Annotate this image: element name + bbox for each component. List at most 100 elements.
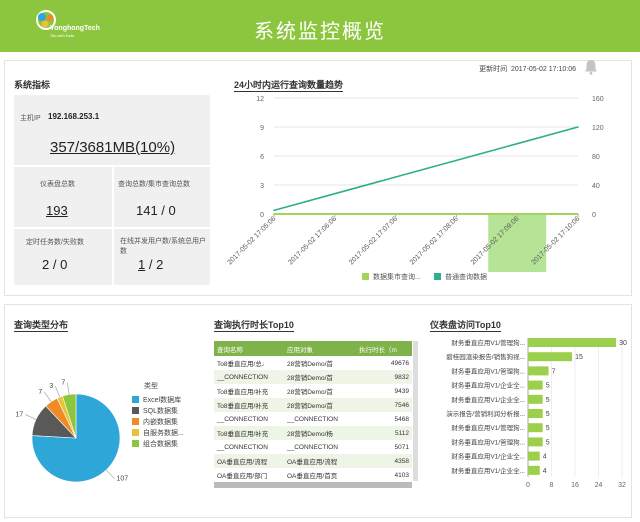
- dashtop-title: 仪表盘访问Top10: [430, 320, 501, 332]
- table-row[interactable]: To8垂直应用/补充 28营销Demo/首 9439: [214, 384, 412, 398]
- series-1-point: [394, 213, 397, 215]
- memory-usage-link[interactable]: 357/3681MB(10%): [50, 139, 176, 156]
- bar-value-label: 5: [546, 439, 550, 446]
- legend-swatch-1: [362, 273, 369, 280]
- legend-swatch-2: [434, 273, 441, 280]
- bar-x-tick-label: 24: [595, 482, 603, 489]
- users-separator: /: [145, 257, 157, 272]
- pie-value-label: 7: [38, 389, 42, 396]
- bar-category-label: 财务垂直应用V1/管理狗...: [451, 338, 525, 347]
- task-count-label: 定时任务数/失败数: [26, 239, 84, 246]
- table-row[interactable]: __CONNECTION __CONNECTION 5468: [214, 412, 412, 426]
- cell-query-name: __CONNECTION: [214, 440, 284, 454]
- y-right-tick-label: 120: [592, 125, 604, 132]
- cell-query-name: __CONNECTION: [214, 370, 284, 384]
- cell-duration: 5071: [356, 440, 412, 454]
- table-row[interactable]: OA垂直应用/流程 OA垂直应用/流程 4358: [214, 454, 412, 468]
- cell-duration: 9832: [356, 370, 412, 384]
- trend-title: 24小时内运行查询数量趋势: [234, 80, 344, 92]
- bar-category-label: 碧桂园渲染报告/销售狗视...: [446, 352, 525, 361]
- brand-name: YonghongTech: [50, 25, 100, 32]
- pie-legend-label-5: 组合数据集: [143, 439, 178, 448]
- x-tick-label: 2017-05-02 17:05:06: [227, 215, 278, 266]
- pie-legend-label-1: Excel数据库: [143, 395, 181, 404]
- cell-app-object: 28营销Demo/首: [284, 356, 356, 370]
- series-2-point: [273, 209, 275, 212]
- pie-leader-line: [25, 414, 37, 420]
- pie-leader-line: [44, 391, 52, 402]
- bar-8: [528, 437, 543, 447]
- cell-duration: 9439: [356, 384, 412, 398]
- cell-query-name: To8垂直应用/补充: [214, 384, 284, 398]
- table-vertical-scrollbar[interactable]: [413, 341, 418, 481]
- y-right-tick-label: 0: [592, 212, 596, 219]
- cell-query-name: __CONNECTION: [214, 412, 284, 426]
- column-header-duration[interactable]: 执行时长（m: [356, 341, 412, 356]
- cell-app-object: __CONNECTION: [284, 412, 356, 426]
- bar-category-label: 财务垂直应用V1/企业全...: [451, 381, 525, 390]
- cell-duration: 49676: [356, 356, 412, 370]
- pie-value-label: 17: [15, 411, 23, 418]
- bell-icon[interactable]: [584, 59, 598, 75]
- cell-duration: 4103: [356, 468, 412, 482]
- series-2-point: [334, 192, 336, 195]
- table-row[interactable]: To8垂直应用/补充 28营销Demo/杨 5112: [214, 426, 412, 440]
- pie-leader-line: [55, 385, 61, 398]
- bar-value-label: 5: [546, 425, 550, 432]
- y-right-tick-label: 160: [592, 96, 604, 103]
- table-row[interactable]: OA垂直应用/部门 OA垂直应用/首页 4103: [214, 468, 412, 482]
- bar-6: [528, 409, 543, 418]
- x-tick-label: 2017-05-02 17:08:06: [409, 215, 460, 266]
- bar-value-label: 15: [575, 354, 583, 361]
- y-left-tick-label: 0: [260, 212, 264, 219]
- series-line-2: [273, 126, 579, 212]
- y-left-tick-label: 3: [260, 183, 264, 190]
- update-time-value: 2017-05-02 17:10:06: [511, 66, 576, 73]
- bar-9: [528, 451, 540, 461]
- pie-legend-title: 类型: [144, 381, 158, 390]
- exectop-title: 查询执行时长Top10: [214, 320, 294, 332]
- pie-leader-line: [67, 382, 70, 395]
- metrics-box: 主机IP 192.168.253.1 357/3681MB(10%) 仪表盘总数…: [14, 95, 210, 285]
- cell-app-object: 28营销Demo/首: [284, 370, 356, 384]
- table-row[interactable]: To8垂直应用/总♩ 28营销Demo/首 49676: [214, 356, 412, 370]
- bar-x-tick-label: 0: [526, 482, 530, 489]
- y-right-tick-label: 80: [592, 154, 600, 161]
- bar-10: [528, 465, 540, 475]
- bar-5: [528, 394, 543, 404]
- x-tick-label: 2017-05-02 17:06:06: [287, 215, 338, 266]
- pie-legend-label-2: SQL数据集: [143, 406, 178, 415]
- column-header-name[interactable]: 查询名称: [214, 341, 284, 356]
- dashboard-count-link[interactable]: 193: [46, 203, 68, 218]
- bar-1: [528, 338, 617, 347]
- query-count-label: 查询总数/集市查询总数: [118, 181, 190, 188]
- table-row[interactable]: __CONNECTION __CONNECTION 5071: [214, 440, 412, 454]
- cell-app-object: 28营销Demo/杨: [284, 426, 356, 440]
- bar-category-label: 财务垂直应用V1/企业全...: [451, 395, 525, 404]
- table-row[interactable]: To8垂直应用/补充 28营销Demo/首 7546: [214, 398, 412, 412]
- bar-category-label: 财务垂直应用V1/企业全...: [451, 452, 525, 461]
- table-horizontal-scrollbar[interactable]: [214, 482, 412, 488]
- cell-query-name: To8垂直应用/补充: [214, 398, 284, 412]
- cell-query-name: OA垂直应用/部门: [214, 468, 284, 482]
- bar-category-label: 财务垂直应用V1/管理狗...: [451, 437, 525, 446]
- cell-app-object: 28营销Demo/首: [284, 384, 356, 398]
- table-row[interactable]: __CONNECTION 28营销Demo/首 9832: [214, 370, 412, 384]
- pie-legend-swatch-5: [132, 440, 139, 447]
- cell-app-object: __CONNECTION: [284, 440, 356, 454]
- x-tick-label: 2017-05-02 17:07:06: [348, 215, 399, 266]
- table-header-row: 查询名称 应用对象 执行时长（m: [214, 341, 412, 356]
- bar-2: [528, 352, 573, 362]
- bar-category-label: 财务垂直应用V1/管理狗...: [451, 423, 525, 432]
- metrics-title: 系统指标: [14, 80, 51, 90]
- host-ip-label: 主机IP: [20, 115, 41, 122]
- series-2-point: [455, 159, 458, 162]
- divider: [14, 165, 210, 167]
- pie-legend-swatch-3: [132, 418, 139, 425]
- column-header-object[interactable]: 应用对象: [284, 341, 356, 356]
- online-users-link[interactable]: 1: [138, 257, 146, 272]
- bar-value-label: 5: [546, 397, 550, 404]
- bar-x-tick-label: 16: [571, 482, 579, 489]
- series-1-point: [577, 213, 579, 215]
